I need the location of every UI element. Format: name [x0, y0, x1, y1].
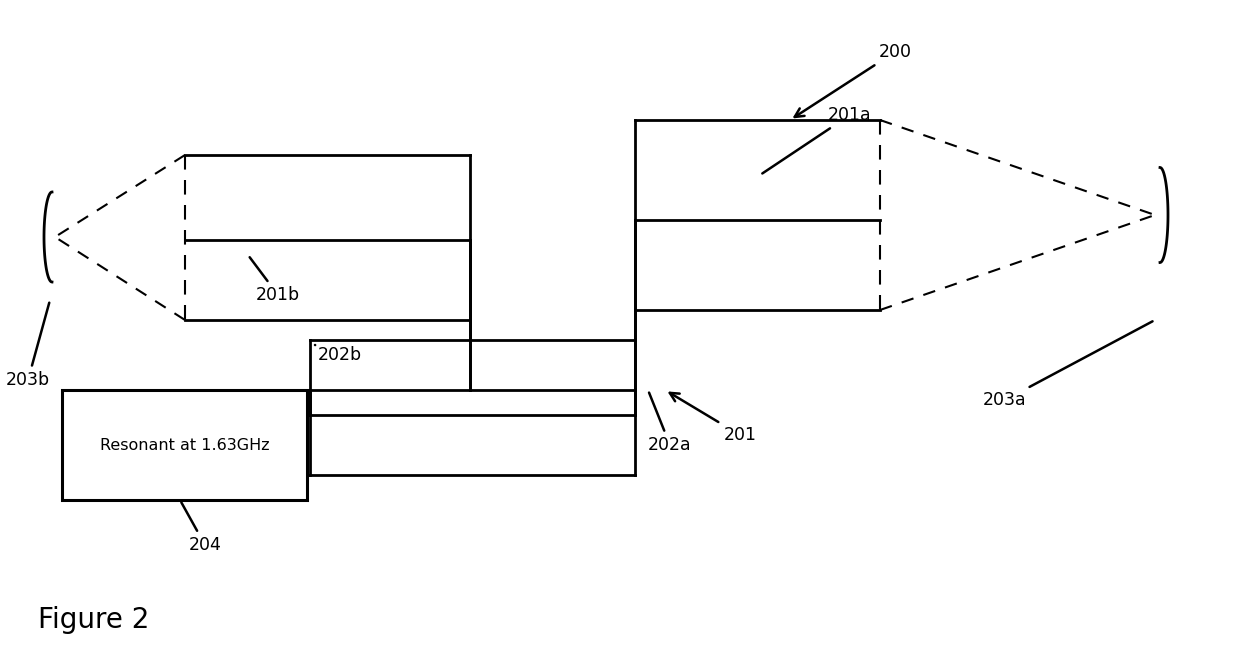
Text: Figure 2: Figure 2 [38, 606, 149, 634]
Bar [62, 390, 308, 500]
Text: Resonant at 1.63GHz: Resonant at 1.63GHz [99, 438, 269, 452]
Text: 202a: 202a [649, 392, 692, 454]
Text: 201b: 201b [249, 257, 300, 304]
Text: 200: 200 [795, 43, 911, 117]
Text: 203b: 203b [6, 303, 50, 389]
Text: 204: 204 [181, 503, 222, 554]
Text: 201a: 201a [763, 106, 872, 173]
Text: 201: 201 [670, 393, 756, 444]
Text: 203a: 203a [983, 321, 1152, 409]
Text: 202b: 202b [315, 345, 362, 364]
